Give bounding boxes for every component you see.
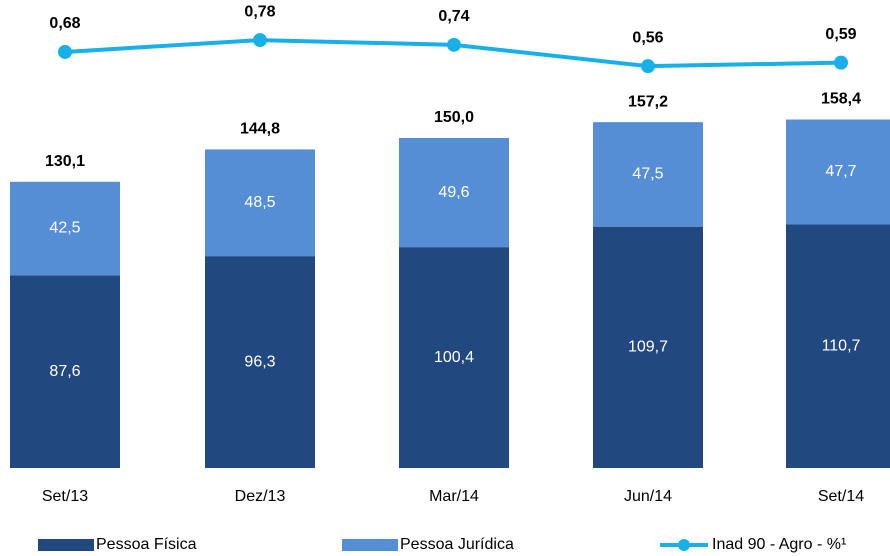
bar-value-label: 47,7 <box>825 163 856 180</box>
x-tick-label: Set/14 <box>818 488 864 505</box>
total-label: 144,8 <box>240 121 280 138</box>
bar-value-label: 48,5 <box>244 194 275 211</box>
legend-swatch <box>38 539 94 551</box>
legend-label: Pessoa Física <box>96 536 197 553</box>
bar-segment <box>399 138 509 248</box>
bar-value-label: 87,6 <box>49 363 80 380</box>
legend-marker <box>678 539 690 551</box>
bar-segment <box>786 224 890 468</box>
bar-segment <box>593 122 703 227</box>
line-value-label: 0,59 <box>825 26 856 43</box>
x-tick-label: Mar/14 <box>429 488 479 505</box>
line-value-label: 0,74 <box>438 8 469 25</box>
bar-segment <box>399 247 509 468</box>
bar-segment <box>786 119 890 225</box>
bar-segment <box>10 181 120 276</box>
line-point <box>253 33 267 48</box>
total-label: 150,0 <box>434 109 474 126</box>
total-label: 158,4 <box>821 91 861 108</box>
bar-segment <box>10 275 120 468</box>
line-value-label: 0,68 <box>49 15 80 32</box>
legend-label: Inad 90 - Agro - %¹ <box>712 536 846 553</box>
bar-value-label: 96,3 <box>244 353 275 370</box>
x-tick-label: Dez/13 <box>235 488 286 505</box>
bar-value-label: 110,7 <box>822 337 861 354</box>
x-tick-label: Jun/14 <box>624 488 672 505</box>
legend-swatch <box>342 539 398 551</box>
bar-value-label: 42,5 <box>49 220 80 237</box>
line-point <box>447 37 461 52</box>
bar-segment <box>593 226 703 468</box>
total-label: 130,1 <box>45 153 85 170</box>
line-point <box>641 59 655 74</box>
x-tick-label: Set/13 <box>42 488 88 505</box>
legend-label: Pessoa Jurídica <box>400 536 514 553</box>
bar-value-label: 100,4 <box>434 349 474 366</box>
line-point <box>58 44 72 59</box>
bar-segment <box>205 256 315 468</box>
bar-segment <box>205 149 315 257</box>
bar-value-label: 47,5 <box>632 166 663 183</box>
bar-value-label: 109,7 <box>628 339 668 356</box>
line-value-label: 0,78 <box>244 3 275 20</box>
line-point <box>834 55 848 70</box>
line-value-label: 0,56 <box>632 29 663 46</box>
bar-value-label: 49,6 <box>438 184 469 201</box>
total-label: 157,2 <box>628 93 668 110</box>
